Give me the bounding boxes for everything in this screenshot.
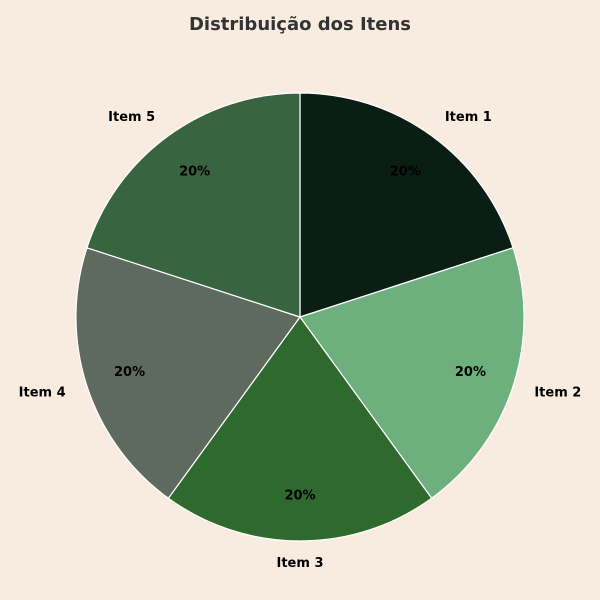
pie-slice-4	[75, 247, 301, 499]
slice-percent-3: 20%	[284, 489, 315, 504]
slice-percent-5: 20%	[179, 165, 210, 180]
slice-percent-4: 20%	[114, 365, 145, 380]
pie-slice-2	[299, 247, 525, 499]
pie-slices	[75, 92, 525, 542]
pie-labels: Item 1 20% Item 2 20% Item 3 20% Item 4 20% Item…	[19, 110, 582, 571]
chart-title: Distribuição dos Itens	[189, 14, 411, 35]
slice-label-5: Item 5	[108, 110, 155, 125]
pie-slice-1	[299, 92, 514, 318]
slice-percent-1: 20%	[390, 165, 421, 180]
slice-label-4: Item 4	[19, 386, 66, 401]
slice-percent-2: 20%	[455, 365, 486, 380]
pie-slice-5	[86, 92, 301, 318]
slice-label-1: Item 1	[445, 110, 492, 125]
slice-label-3: Item 3	[277, 556, 324, 571]
slice-label-2: Item 2	[534, 386, 581, 401]
pie-slice-3	[167, 316, 433, 542]
